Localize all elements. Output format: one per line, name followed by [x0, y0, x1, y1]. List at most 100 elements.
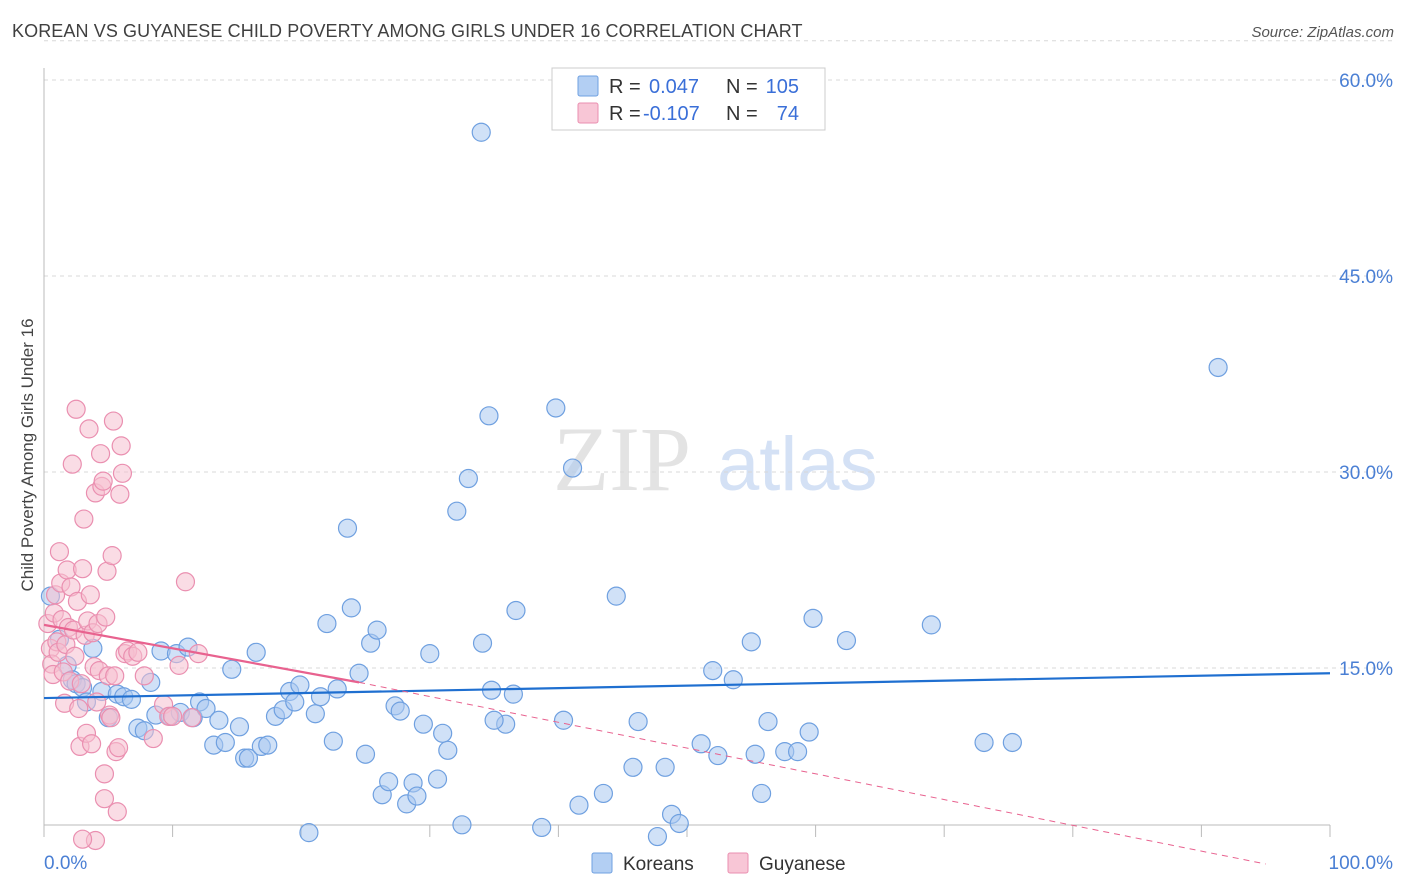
bottom-legend: Koreans Guyanese: [591, 852, 846, 875]
korean-point: [532, 817, 552, 838]
guyanese-point: [49, 542, 70, 562]
chart-title: KOREAN VS GUYANESE CHILD POVERTY AMONG G…: [12, 21, 803, 41]
legend: R = 0.047 N = 105 R = -0.107 N = 74: [551, 67, 826, 131]
korean-point: [327, 679, 347, 699]
korean-point: [1002, 732, 1022, 753]
legend-row-koreans[interactable]: R = 0.047 N = 105: [577, 75, 799, 98]
guyanese-point: [112, 463, 133, 483]
guyanese-point: [169, 655, 189, 675]
korean-point: [799, 722, 819, 742]
guyanese-point: [163, 706, 183, 726]
korean-point: [751, 783, 772, 804]
korean-point: [285, 692, 305, 712]
source-credit: Source: ZipAtlas.com: [1251, 24, 1394, 41]
guyanese-trend-extension: [358, 681, 1266, 865]
grid-lines: [44, 40, 1393, 669]
y-axis-label: Child Poverty Among Girls Under 16: [18, 318, 37, 591]
legend-r-label: R =: [609, 76, 641, 98]
korean-point: [427, 769, 448, 789]
bottom-legend-guyanese[interactable]: Guyanese: [727, 852, 846, 875]
korean-point: [553, 710, 574, 730]
korean-point: [593, 783, 614, 804]
guyanese-point: [94, 789, 115, 809]
guyanese-point: [110, 484, 130, 504]
korean-point: [623, 757, 643, 777]
y-tick-labels: 15.0% 30.0% 45.0% 60.0%: [1339, 71, 1393, 680]
korean-point: [407, 786, 427, 806]
legend-n-value: 74: [777, 103, 799, 125]
guyanese-point: [66, 399, 86, 419]
koreans-trend-line: [43, 672, 1331, 700]
korean-point: [647, 826, 668, 847]
korean-point: [447, 501, 467, 521]
korean-point: [121, 689, 142, 709]
guyanese-point: [93, 471, 113, 491]
korean-point: [413, 714, 433, 734]
guyanese-point: [79, 419, 99, 439]
korean-point: [337, 518, 358, 538]
legend-n-label: N =: [726, 76, 758, 98]
legend-r-value: -0.107: [643, 103, 700, 125]
bottom-legend-swatch-koreans: [591, 852, 613, 874]
bottom-legend-koreans[interactable]: Koreans: [591, 852, 694, 875]
korean-point: [506, 600, 526, 621]
legend-row-guyanese[interactable]: R = -0.107 N = 74: [577, 102, 799, 125]
korean-point: [229, 717, 250, 737]
korean-point: [379, 772, 399, 792]
guyanese-point: [128, 642, 148, 662]
legend-n-value: 105: [766, 76, 799, 98]
bottom-legend-swatch-guyanese: [727, 852, 749, 874]
guyanese-trend-line: [43, 623, 360, 684]
legend-n-label: N =: [726, 103, 758, 125]
korean-point: [1208, 357, 1228, 378]
korean-point: [452, 815, 472, 835]
korean-point: [836, 630, 857, 651]
legend-r-value: 0.047: [649, 76, 699, 98]
legend-swatch-koreans: [577, 75, 599, 97]
korean-point: [472, 633, 493, 653]
guyanese-point: [74, 509, 94, 529]
y-tick-label: 45.0%: [1339, 267, 1393, 288]
x-tick-label-min: 0.0%: [44, 853, 87, 874]
korean-point: [438, 740, 458, 760]
korean-point: [787, 742, 808, 762]
guyanese-point: [105, 666, 125, 686]
korean-point: [355, 744, 376, 764]
korean-point: [209, 710, 229, 730]
guyanese-point: [65, 646, 85, 666]
legend-swatch-guyanese: [577, 102, 599, 124]
korean-point: [569, 795, 589, 815]
korean-point: [310, 687, 331, 707]
watermark: ZIP atlas: [553, 408, 878, 510]
korean-point: [238, 748, 259, 768]
korean-point: [703, 661, 723, 681]
guyanese-point: [80, 585, 100, 605]
korean-point: [606, 586, 626, 606]
korean-point: [758, 711, 778, 732]
guyanese-point: [134, 666, 154, 686]
korean-point: [546, 398, 566, 418]
guyanese-point: [143, 728, 163, 749]
korean-point: [433, 723, 453, 743]
y-tick-label: 60.0%: [1339, 71, 1393, 92]
x-tick-label-max: 100.0%: [1329, 853, 1394, 874]
korean-point: [484, 710, 504, 730]
y-tick-label: 15.0%: [1339, 659, 1393, 680]
korean-point: [222, 659, 242, 679]
korean-point: [803, 608, 823, 628]
korean-point: [458, 468, 478, 489]
guyanese-point: [72, 829, 93, 849]
korean-point: [349, 663, 369, 683]
y-tick-label: 30.0%: [1339, 463, 1393, 484]
korean-point: [290, 675, 310, 695]
korean-point: [745, 744, 765, 764]
guyanese-point: [96, 607, 116, 627]
korean-point: [669, 813, 689, 834]
korean-point: [215, 732, 235, 753]
guyanese-point: [81, 734, 102, 754]
bottom-legend-label-guyanese: Guyanese: [759, 854, 846, 875]
korean-point: [305, 704, 325, 724]
korean-point: [974, 732, 994, 753]
guyanese-point: [71, 674, 91, 694]
